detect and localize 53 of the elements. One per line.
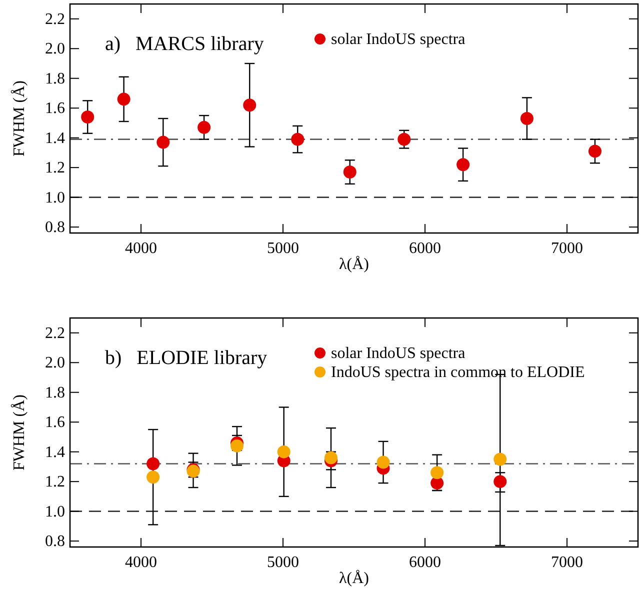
y-tick-label: 1.2: [45, 474, 65, 491]
x-tick-label: 6000: [409, 240, 441, 257]
y-tick-label: 1.6: [45, 100, 65, 118]
x-tick-label: 5000: [267, 554, 299, 571]
y-axis-title: FWHM (Å): [10, 394, 28, 470]
point: [81, 110, 94, 124]
point: [243, 98, 256, 112]
legend-label: IndoUS spectra in common to ELODIE: [331, 364, 585, 381]
point: [230, 439, 244, 452]
point: [588, 144, 602, 158]
x-tick-label: 4000: [125, 240, 157, 257]
y-tick-label: 1.4: [45, 130, 65, 147]
y-tick-label: 2.2: [45, 10, 65, 28]
point: [456, 158, 470, 172]
y-tick-label: 1.4: [45, 444, 65, 461]
point: [520, 112, 534, 125]
y-tick-label: 2.0: [45, 354, 65, 372]
point: [430, 466, 444, 480]
y-tick-label: 2.2: [45, 324, 65, 342]
x-tick-label: 6000: [409, 554, 441, 571]
y-tick-label: 0.8: [45, 533, 65, 550]
y-tick-label: 1.2: [45, 160, 65, 177]
point: [291, 132, 304, 146]
y-tick-label: 1.0: [45, 503, 65, 520]
y-tick-label: 1.8: [45, 70, 65, 88]
point: [146, 457, 160, 470]
x-axis-title: λ(Å): [339, 255, 369, 273]
point: [494, 475, 507, 488]
point: [198, 120, 211, 134]
text: a) MARCS library: [105, 33, 264, 55]
x-tick-label: 4000: [125, 554, 157, 571]
point: [324, 451, 338, 464]
y-tick-label: 0.8: [45, 219, 65, 236]
point: [343, 166, 356, 179]
point: [156, 136, 170, 149]
point: [376, 456, 390, 469]
x-tick-label: 7000: [551, 240, 583, 257]
point: [146, 470, 160, 484]
y-tick-label: 1.6: [45, 414, 65, 432]
y-tick-label: 2.0: [45, 40, 65, 58]
y-tick-label: 1.0: [45, 189, 65, 206]
x-axis-title: λ(Å): [339, 569, 369, 587]
point: [494, 452, 507, 466]
legend-label: solar IndoUS spectra: [331, 345, 466, 362]
x-tick-label: 5000: [267, 240, 299, 257]
point: [117, 92, 130, 106]
y-axis-title: FWHM (Å): [10, 80, 28, 156]
point: [398, 132, 411, 146]
text: b) ELODIE library: [105, 347, 268, 369]
point: [277, 445, 290, 458]
legend-label: solar IndoUS spectra: [331, 31, 466, 48]
x-tick-label: 7000: [551, 554, 583, 571]
y-tick-label: 1.8: [45, 384, 65, 402]
